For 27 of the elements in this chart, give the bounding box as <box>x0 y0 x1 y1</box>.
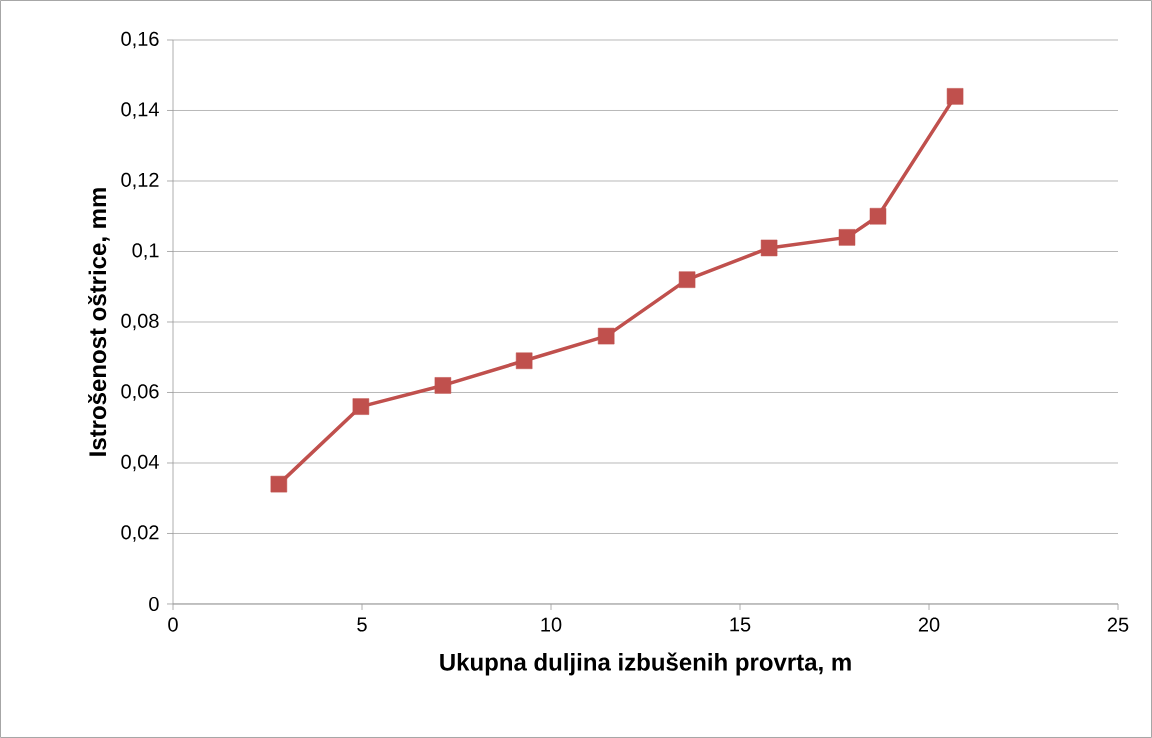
y-tick-label: 0,08 <box>121 313 159 331</box>
point <box>760 239 778 257</box>
point <box>597 327 615 345</box>
y-tick-label: 0,16 <box>121 31 159 49</box>
x-tick-label: 0 <box>168 617 178 632</box>
x-tick-label: 10 <box>541 617 562 632</box>
y-tick-label: 0,1 <box>132 243 159 260</box>
y-tick-label: 0,06 <box>121 384 159 401</box>
x-tick-label: 25 <box>1107 617 1129 632</box>
point <box>946 88 964 105</box>
point <box>434 377 452 394</box>
point <box>869 207 887 225</box>
y-axis-title: Istrošenost oštrice, mm <box>88 188 110 456</box>
y-tick-label: 0,04 <box>121 454 159 472</box>
point <box>838 229 856 246</box>
point <box>270 475 288 493</box>
x-tick-label: 20 <box>918 617 940 632</box>
y-tick-label: 0,02 <box>121 525 159 542</box>
y-tick-label: 0,14 <box>121 102 159 119</box>
x-axis-title: Ukupna duljina izbušenih provrta, m <box>440 652 851 676</box>
point <box>352 398 370 415</box>
y-tick-label: 0 <box>149 596 159 612</box>
y-tick-label: 0,12 <box>121 172 159 190</box>
x-tick-label: 15 <box>730 617 751 632</box>
x-tick-label: 5 <box>357 617 367 632</box>
point <box>515 352 533 370</box>
point <box>678 271 696 288</box>
